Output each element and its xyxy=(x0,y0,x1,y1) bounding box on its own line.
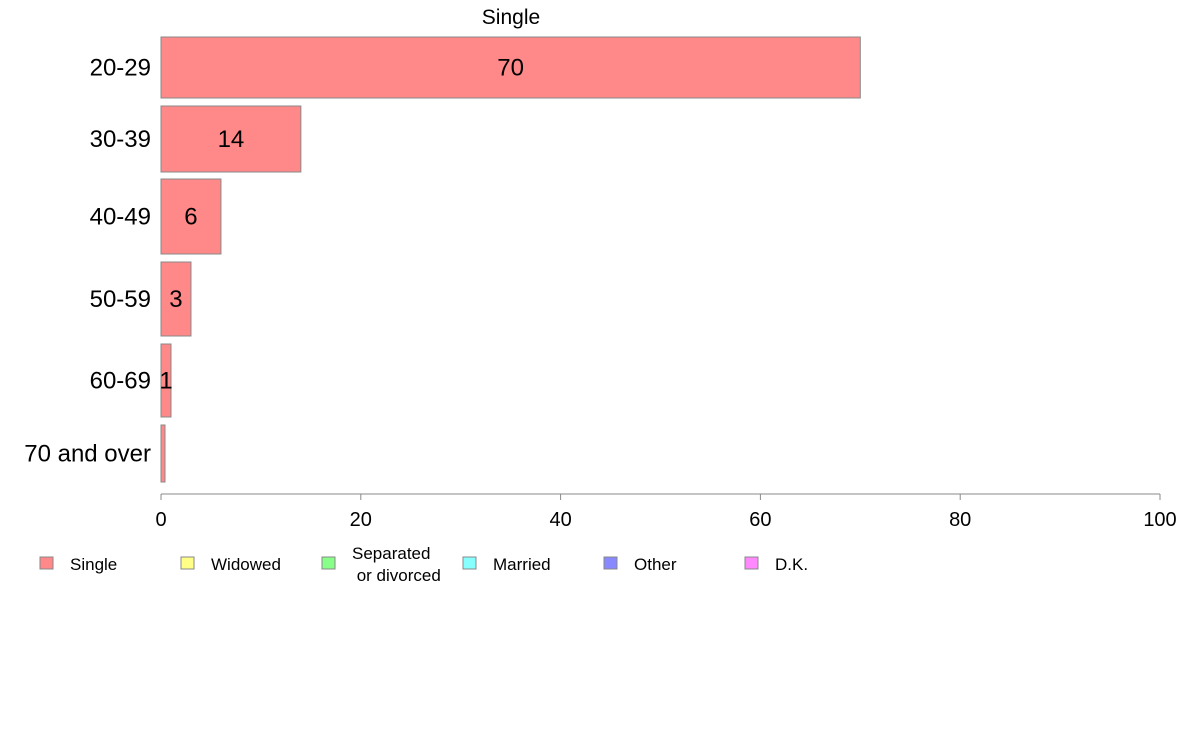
x-tick-label: 100 xyxy=(1143,509,1176,531)
category-label: 40-49 xyxy=(90,204,151,231)
bars-layer xyxy=(160,36,861,483)
legend-swatch xyxy=(744,556,759,570)
legend-label: Separated or divorced xyxy=(352,544,441,585)
value-labels: 70 14 6 3 1 xyxy=(159,55,524,395)
category-label: 50-59 xyxy=(90,286,151,313)
legend-item: Married xyxy=(462,555,551,574)
value-label: 6 xyxy=(184,204,197,231)
category-label: 70 and over xyxy=(24,441,151,468)
legend-swatch xyxy=(180,556,195,570)
legend-item: Widowed xyxy=(180,555,281,574)
x-tick-label: 60 xyxy=(749,509,771,531)
bar-30-39 xyxy=(160,105,302,173)
bar-50-59 xyxy=(160,261,192,337)
x-tick-label: 80 xyxy=(949,509,971,531)
x-tick-label: 40 xyxy=(549,509,571,531)
legend-item: Separated or divorced xyxy=(321,544,441,585)
legend-item: Single xyxy=(39,555,117,574)
legend-label: Other xyxy=(634,555,677,574)
legend-swatch xyxy=(39,556,54,570)
x-tick-label: 0 xyxy=(155,509,166,531)
x-tick-label: 20 xyxy=(350,509,372,531)
legend-item: D.K. xyxy=(744,555,808,574)
legend-swatch xyxy=(603,556,618,570)
category-label: 60-69 xyxy=(90,368,151,395)
legend-swatch xyxy=(321,556,336,570)
value-label: 70 xyxy=(497,55,524,82)
value-label: 3 xyxy=(169,286,182,313)
bar-70-and-over xyxy=(160,424,166,483)
legend-label: Single xyxy=(70,555,117,574)
value-label: 1 xyxy=(159,368,172,395)
legend-swatch xyxy=(462,556,477,570)
value-label: 14 xyxy=(218,126,245,153)
chart-title: Single xyxy=(482,6,540,29)
legend-label: D.K. xyxy=(775,555,808,574)
legend-item: Other xyxy=(603,555,677,574)
bar-40-49 xyxy=(160,178,222,255)
bar-20-29 xyxy=(160,36,861,99)
legend-label: Widowed xyxy=(211,555,281,574)
category-labels: 20-29 30-39 40-49 50-59 60-69 70 and over xyxy=(24,55,151,468)
category-label: 20-29 xyxy=(90,55,151,82)
legend-label: Married xyxy=(493,555,551,574)
category-label: 30-39 xyxy=(90,126,151,153)
x-axis: 0 20 40 60 80 100 xyxy=(155,493,1177,531)
legend: Single Widowed Separated or divorced Marrie… xyxy=(39,544,808,585)
bar-60-69 xyxy=(160,343,172,418)
